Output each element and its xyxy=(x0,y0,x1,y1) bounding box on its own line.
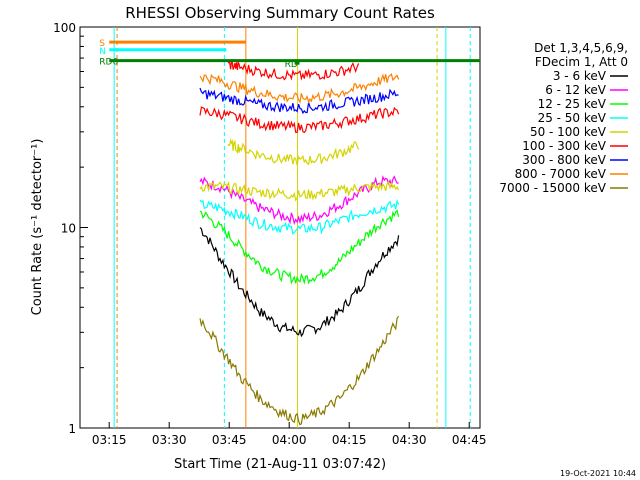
series-line xyxy=(199,175,399,226)
series-line xyxy=(227,138,360,166)
flag-bar-label: N xyxy=(99,47,106,57)
legend-entry-label: 25 - 50 keV xyxy=(538,111,607,125)
y-axis-label: Count Rate (s⁻¹ detector⁻¹) xyxy=(30,139,45,316)
series-line xyxy=(199,72,400,104)
legend-entry-label: 300 - 800 keV xyxy=(522,153,606,167)
flag-bar-label: RD6 xyxy=(99,58,118,68)
y-tick-label: 100 xyxy=(53,21,76,35)
y-tick-label: 1 xyxy=(68,422,76,436)
x-tick-label: 04:15 xyxy=(332,433,367,447)
legend-header: FDecim 1, Att 0 xyxy=(535,55,628,69)
series-line xyxy=(199,227,400,338)
legend-entry-label: 800 - 7000 keV xyxy=(515,167,607,181)
legend-entry-label: 7000 - 15000 keV xyxy=(499,181,606,195)
y-axis-ticks: 1 10 100 xyxy=(53,21,88,436)
legend-entry-label: 50 - 100 keV xyxy=(530,125,607,139)
legend-entry-label: 3 - 6 keV xyxy=(553,69,607,83)
series-line xyxy=(199,209,400,285)
series-line xyxy=(199,181,400,202)
x-tick-label: 04:30 xyxy=(392,433,427,447)
flag-bar-label: S xyxy=(99,39,105,49)
x-tick-label: 03:45 xyxy=(212,433,247,447)
x-tick-label: 03:30 xyxy=(152,433,187,447)
x-tick-label: 04:45 xyxy=(452,433,487,447)
x-axis-ticks: 03:15 03:30 03:45 04:00 04:15 04:30 04:45 xyxy=(92,422,487,447)
series-line xyxy=(199,315,400,426)
x-tick-label: 03:15 xyxy=(92,433,127,447)
legend-entry-label: 6 - 12 keV xyxy=(545,83,607,97)
legend-header: Det 1,3,4,5,6,9, xyxy=(534,41,628,55)
footer-timestamp: 19-Oct-2021 10:44 xyxy=(560,469,636,478)
x-tick-label: 04:00 xyxy=(272,433,307,447)
flag-bar-label: RD xyxy=(285,60,298,70)
x-axis-label: Start Time (21-Aug-11 03:07:42) xyxy=(174,457,386,472)
plot-frame xyxy=(79,26,481,429)
legend-entry-label: 100 - 300 keV xyxy=(522,139,606,153)
series-line xyxy=(227,60,360,81)
series-line xyxy=(199,198,400,236)
series-line xyxy=(199,106,400,134)
series-line xyxy=(199,87,399,115)
legend-entry-label: 12 - 25 keV xyxy=(538,97,607,111)
chart-title: RHESSI Observing Summary Count Rates xyxy=(125,4,435,22)
y-tick-label: 10 xyxy=(61,222,76,236)
legend: Det 1,3,4,5,6,9,FDecim 1, Att 03 - 6 keV… xyxy=(499,41,628,195)
